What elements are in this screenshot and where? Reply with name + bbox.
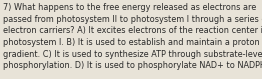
Text: 7) What happens to the free energy released as electrons are
passed from photosy: 7) What happens to the free energy relea… — [3, 3, 262, 70]
